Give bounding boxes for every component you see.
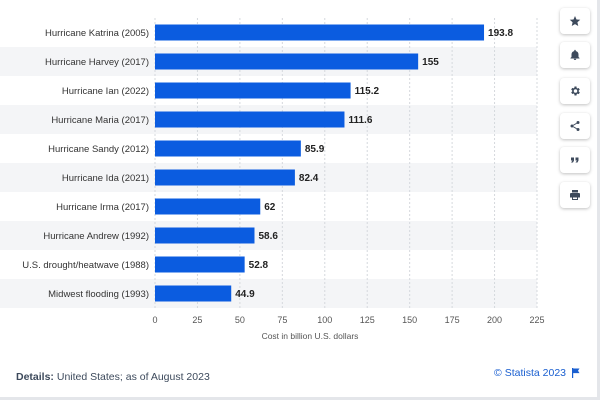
bar <box>155 169 295 186</box>
bar <box>155 140 301 157</box>
credit-text[interactable]: © Statista 2023 <box>494 367 566 379</box>
quote-icon <box>571 157 579 163</box>
category-label: Hurricane Harvey (2017) <box>45 57 149 68</box>
details-text: United States; as of August 2023 <box>53 371 210 383</box>
row-stripe <box>0 279 537 308</box>
x-tick-label: 225 <box>529 315 544 325</box>
data-label: 58.6 <box>258 231 278 242</box>
share-icon <box>570 121 580 131</box>
category-label: Hurricane Katrina (2005) <box>45 28 149 39</box>
category-label: Hurricane Ida (2021) <box>62 173 149 184</box>
category-label: U.S. drought/heatwave (1988) <box>22 260 149 271</box>
x-tick-label: 25 <box>192 315 202 325</box>
data-label: 85.9 <box>305 144 325 155</box>
print-button[interactable] <box>560 182 590 208</box>
bar-chart: 193.8 Hurricane Katrina (2005) 155 Hurrican… <box>0 18 545 341</box>
x-tick-label: 150 <box>402 315 417 325</box>
bar <box>155 256 245 273</box>
cite-button[interactable] <box>560 147 590 173</box>
x-tick-label: 100 <box>317 315 332 325</box>
category-label: Hurricane Ian (2022) <box>62 86 149 97</box>
star-icon <box>569 16 581 26</box>
category-label: Hurricane Andrew (1992) <box>43 231 149 242</box>
data-label: 111.6 <box>348 115 372 126</box>
category-label: Hurricane Irma (2017) <box>56 202 149 213</box>
bell-icon <box>570 49 580 60</box>
x-tick-label: 75 <box>277 315 287 325</box>
data-label: 82.4 <box>299 173 319 184</box>
print-icon <box>570 190 580 200</box>
x-tick-label: 175 <box>445 315 460 325</box>
bar <box>155 82 351 99</box>
category-label: Hurricane Sandy (2012) <box>48 144 149 155</box>
settings-button[interactable] <box>560 78 590 104</box>
data-label: 115.2 <box>355 86 380 97</box>
category-label: Hurricane Maria (2017) <box>51 115 149 126</box>
statista-credit[interactable]: © Statista 2023 <box>494 367 580 379</box>
details-label: Details: <box>16 371 54 383</box>
bar <box>155 24 485 41</box>
x-tick-label: 50 <box>235 315 245 325</box>
flag-icon[interactable] <box>572 368 580 378</box>
favorite-button[interactable] <box>560 8 590 34</box>
data-label: 62 <box>264 202 276 213</box>
data-label: 44.9 <box>235 289 255 300</box>
frame-right-edge <box>597 0 600 400</box>
gear-icon <box>571 86 580 96</box>
details-note: Details: United States; as of August 202… <box>16 371 210 383</box>
side-toolbar <box>556 0 592 400</box>
row-stripe <box>0 221 537 250</box>
bar <box>155 111 345 128</box>
x-axis-label: Cost in billion U.S. dollars <box>262 331 359 341</box>
bar <box>155 285 232 302</box>
notification-button[interactable] <box>560 42 590 68</box>
data-label: 52.8 <box>249 260 269 271</box>
category-label: Midwest flooding (1993) <box>48 289 149 300</box>
data-label: 155 <box>422 57 439 68</box>
bar <box>155 198 261 215</box>
data-label: 193.8 <box>488 28 513 39</box>
x-tick-label: 200 <box>487 315 502 325</box>
bar <box>155 53 419 70</box>
x-tick-label: 0 <box>152 315 157 325</box>
share-button[interactable] <box>560 113 590 139</box>
bar <box>155 227 255 244</box>
x-tick-label: 125 <box>360 315 375 325</box>
frame-bottom-edge <box>0 397 600 400</box>
